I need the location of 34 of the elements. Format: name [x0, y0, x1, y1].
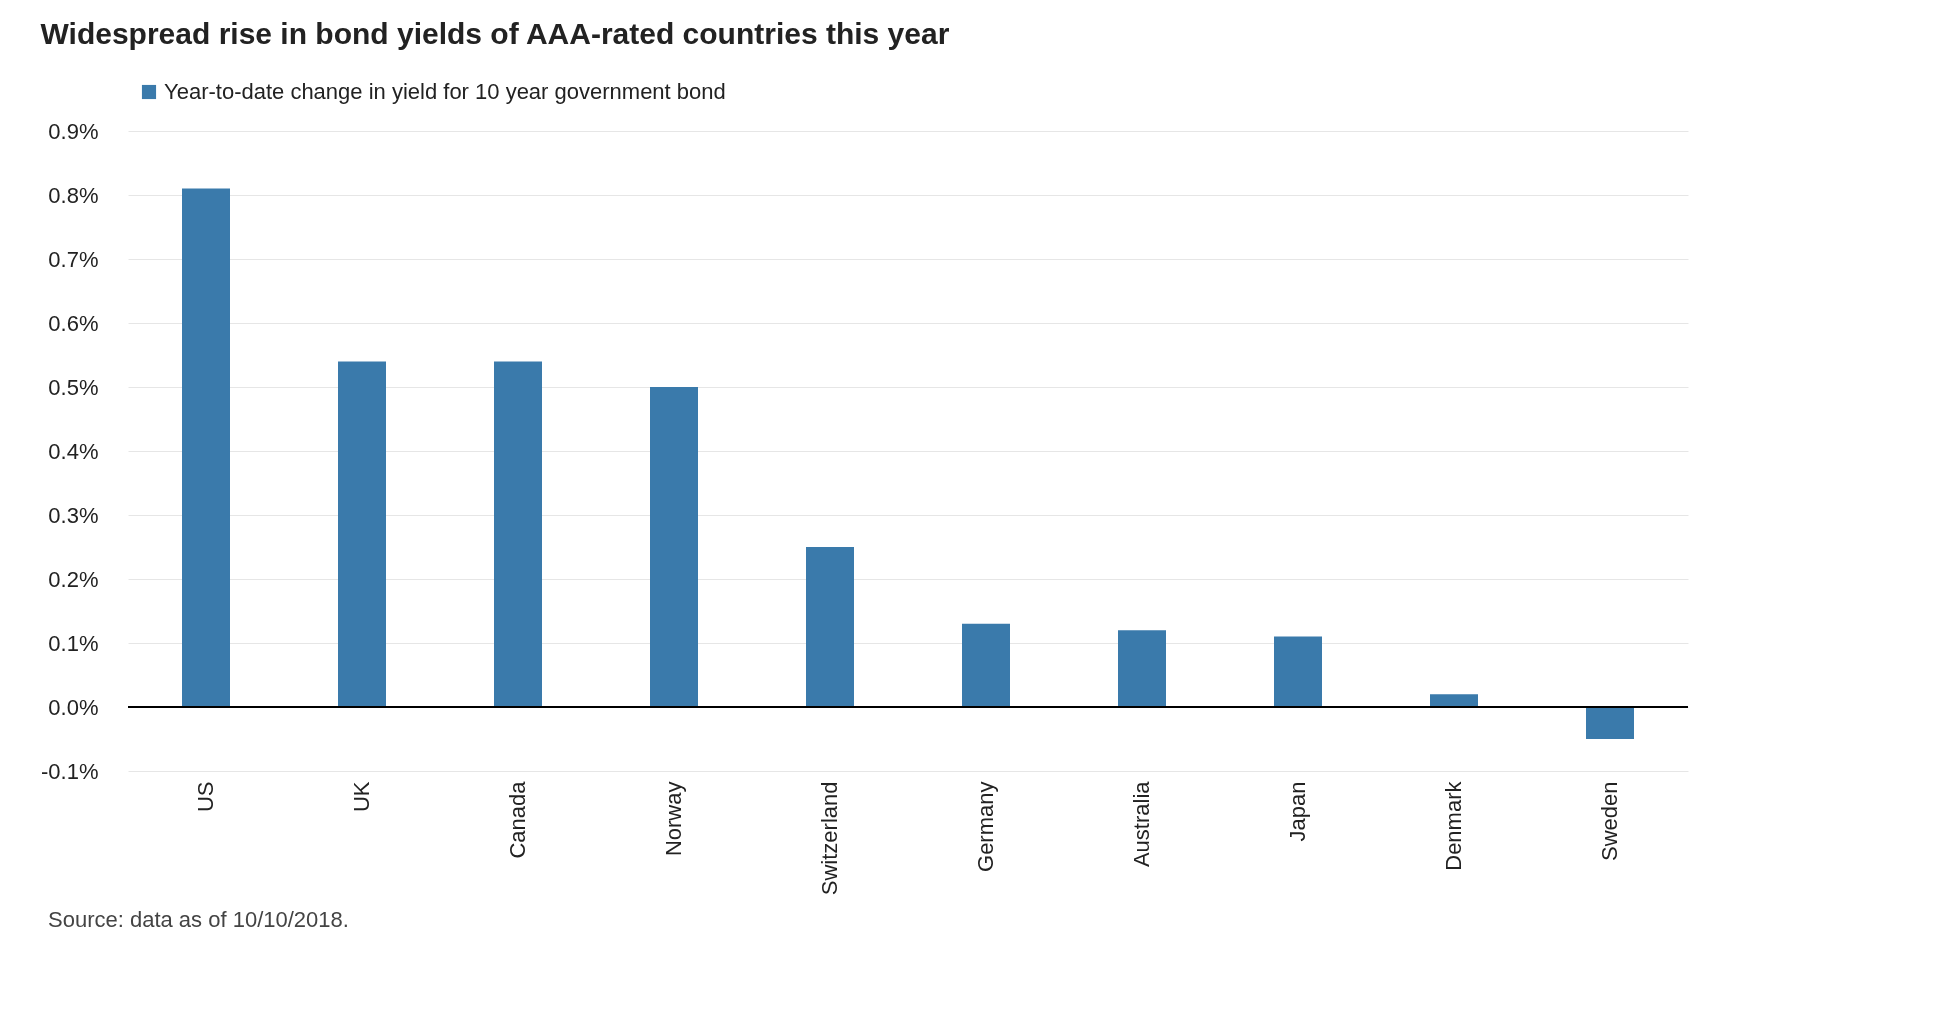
- source-note: Source: data as of 10/10/2018.: [48, 907, 349, 932]
- y-tick-label: 0.4%: [48, 438, 99, 464]
- bar: [650, 387, 698, 707]
- x-tick-label: US: [193, 781, 218, 813]
- x-tick-label: Canada: [505, 780, 530, 859]
- bar: [494, 361, 542, 707]
- y-tick-label: 0.2%: [48, 566, 99, 592]
- x-tick-label: UK: [349, 781, 374, 813]
- chart-title: Widespread rise in bond yields of AAA-rated countries this year: [40, 17, 950, 50]
- x-tick-label: Germany: [973, 781, 998, 872]
- y-tick-label: 0.7%: [48, 246, 99, 272]
- y-tick-label: 0.9%: [48, 118, 99, 144]
- y-tick-label: 0.3%: [48, 502, 99, 528]
- legend-label: Year-to-date change in yield for 10 year government bond: [164, 79, 726, 104]
- bar: [182, 188, 230, 707]
- bar: [1430, 694, 1478, 707]
- y-tick-label: 0.0%: [48, 694, 99, 720]
- bar: [962, 623, 1010, 707]
- x-tick-label: Japan: [1285, 781, 1310, 842]
- bar: [806, 547, 854, 707]
- x-tick-label: Norway: [661, 781, 686, 857]
- y-tick-label: 0.1%: [48, 630, 99, 656]
- y-tick-label: 0.6%: [48, 310, 99, 336]
- x-tick-label: Switzerland: [817, 781, 842, 896]
- y-tick-label: -0.1%: [41, 758, 99, 784]
- bar: [1118, 630, 1166, 707]
- y-tick-label: 0.5%: [48, 374, 99, 400]
- x-tick-label: Denmark: [1441, 780, 1466, 871]
- bar: [338, 361, 386, 707]
- x-tick-label: Australia: [1129, 780, 1154, 868]
- y-tick-label: 0.8%: [48, 182, 99, 208]
- bar: [1586, 707, 1634, 739]
- bar: [1274, 636, 1322, 707]
- x-tick-label: Sweden: [1597, 781, 1622, 862]
